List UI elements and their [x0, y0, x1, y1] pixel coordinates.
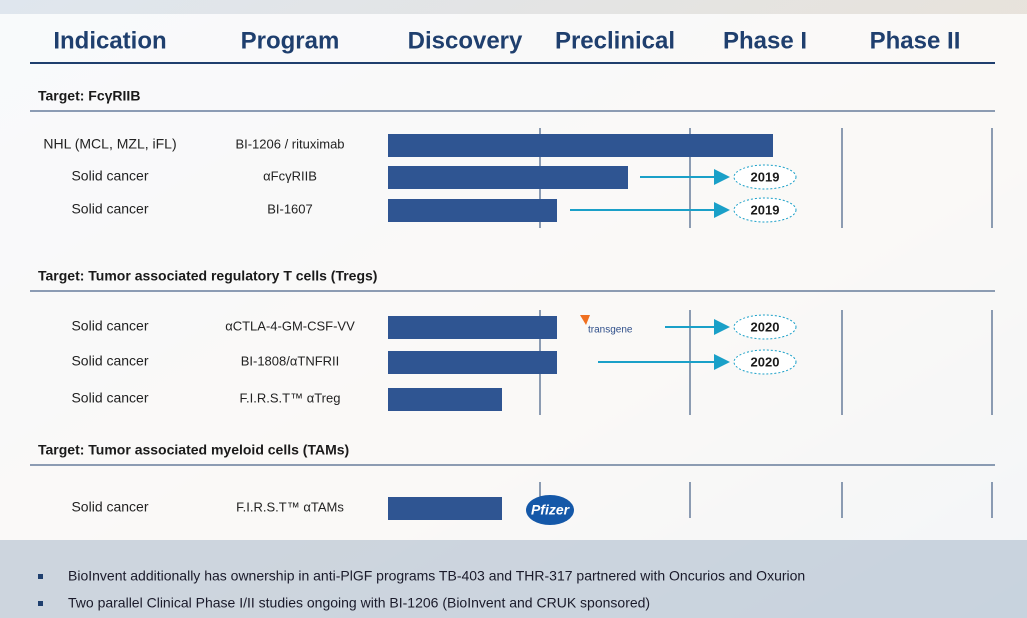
progress-bar [388, 166, 628, 189]
indication: Solid cancer [71, 390, 148, 406]
progress-bar [388, 199, 557, 222]
progress-bar [388, 497, 502, 520]
bullet-text: BioInvent additionally has ownership in … [68, 568, 805, 584]
milestone: 2020 [751, 354, 780, 369]
column-header: Preclinical [555, 27, 675, 54]
bullet-mark [38, 574, 43, 579]
column-header: Phase I [723, 27, 807, 54]
section-title: Target: FcγRIIB [38, 88, 140, 104]
program: αCTLA-4-GM-CSF-VV [225, 318, 355, 333]
indication: NHL (MCL, MZL, iFL) [43, 136, 176, 152]
program: BI-1206 / rituximab [235, 136, 344, 151]
slide: Indication Program Discovery Preclinical Pha… [0, 0, 1027, 618]
indication: Solid cancer [71, 318, 148, 334]
progress-bar [388, 316, 557, 339]
progress-bar [388, 351, 557, 374]
progress-bar [388, 134, 773, 157]
partner-logo: Pfizer [531, 502, 571, 518]
column-header: Discovery [408, 27, 523, 54]
indication: Solid cancer [71, 353, 148, 369]
indication: Solid cancer [71, 499, 148, 515]
partner-logo: transgene [588, 325, 633, 336]
column-header: Phase II [870, 27, 961, 54]
indication: Solid cancer [71, 168, 148, 184]
milestone: 2020 [751, 319, 780, 334]
section-title: Target: Tumor associated myeloid cells (… [38, 442, 349, 458]
program: BI-1607 [267, 201, 313, 216]
indication: Solid cancer [71, 201, 148, 217]
program: αFcγRIIB [263, 168, 317, 183]
program: F.I.R.S.T™ αTreg [240, 390, 341, 405]
column-header: Program [241, 27, 340, 54]
bullet-mark [38, 601, 43, 606]
section-title: Target: Tumor associated regulatory T ce… [38, 268, 377, 284]
progress-bar [388, 388, 502, 411]
column-header: Indication [53, 27, 166, 54]
program: BI-1808/αTNFRII [241, 353, 340, 368]
milestone: 2019 [751, 202, 780, 217]
bullet-text: Two parallel Clinical Phase I/II studies… [68, 595, 650, 611]
milestone: 2019 [751, 169, 780, 184]
program: F.I.R.S.T™ αTAMs [236, 499, 344, 514]
